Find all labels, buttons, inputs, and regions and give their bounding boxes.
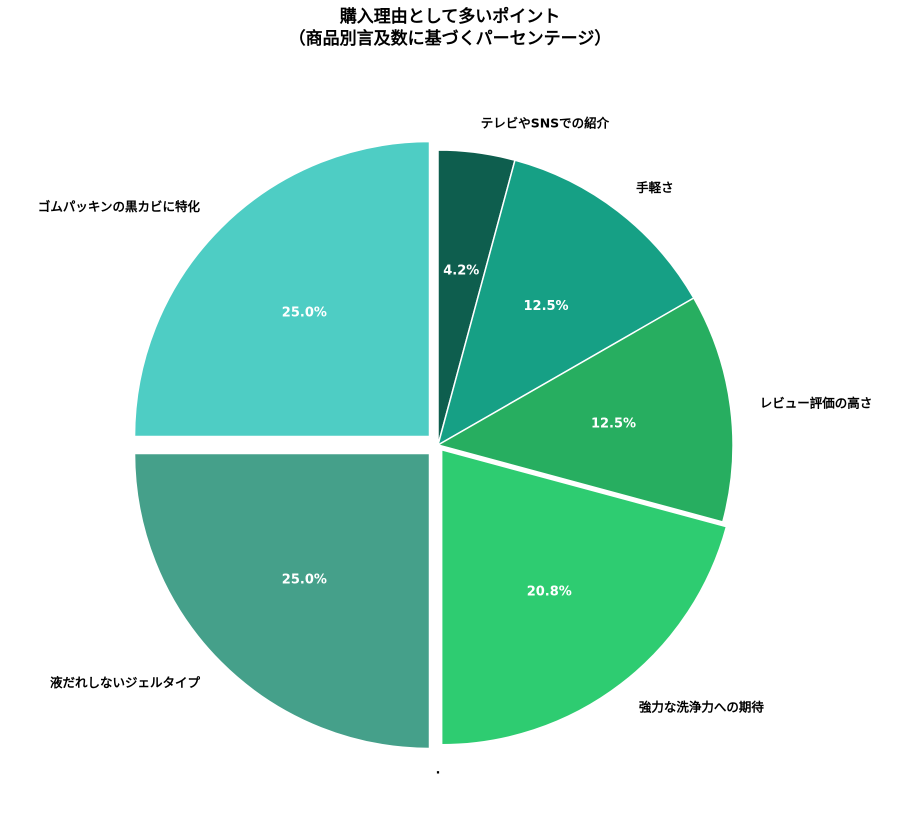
slice-category-label: 液だれしないジェルタイプ <box>50 675 201 690</box>
slice-percent-label: 25.0% <box>282 573 327 588</box>
pie-slice <box>133 452 431 750</box>
pie-slice <box>436 159 695 447</box>
slice-percent-label: 4.2% <box>443 264 479 279</box>
pie-slice <box>440 448 728 746</box>
slice-category-label: 手軽さ <box>636 180 674 195</box>
slice-category-label: ゴムパッキンの黒カビに特化 <box>38 199 201 214</box>
slice-category-label: レビュー評価の高さ <box>760 395 873 410</box>
pie-slice <box>436 297 734 523</box>
chart-title-line2: （商品別言及数に基づくパーセンテージ） <box>288 29 612 49</box>
slice-percent-label: 25.0% <box>282 305 327 320</box>
slice-category-label: . <box>436 762 441 777</box>
slice-category-label: 強力な洗浄力への期待 <box>639 699 765 714</box>
slice-percent-label: 12.5% <box>523 299 568 314</box>
slice-percent-label: 12.5% <box>591 416 636 431</box>
pie-slice <box>133 140 431 438</box>
chart-title-line1: 購入理由として多いポイント <box>339 7 561 27</box>
slice-category-label: テレビやSNSでの紹介 <box>481 115 610 130</box>
chart-title: 購入理由として多いポイント （商品別言及数に基づくパーセンテージ） <box>0 6 900 50</box>
slice-percent-label: 20.8% <box>527 584 572 599</box>
